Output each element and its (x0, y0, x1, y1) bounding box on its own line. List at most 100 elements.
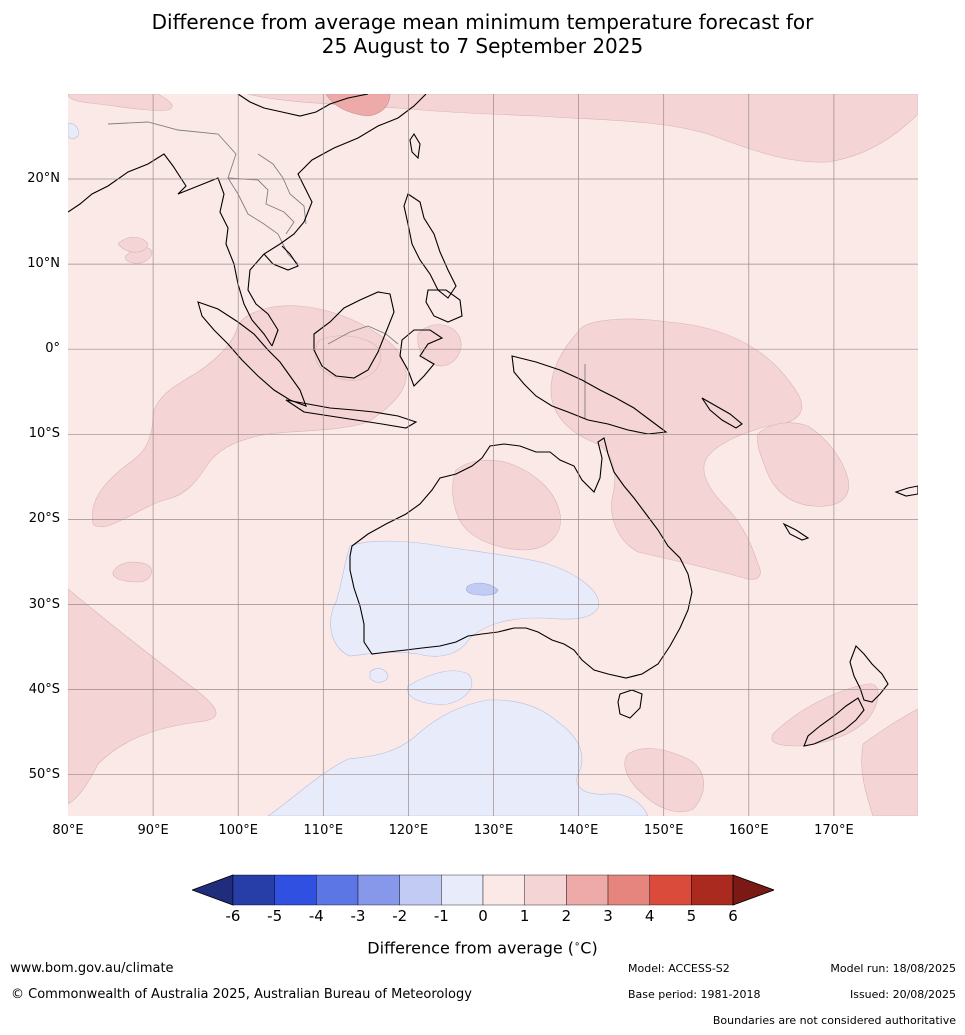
colorbar-segment (441, 874, 484, 906)
map-title-line-2: 25 August to 7 September 2025 (321, 34, 644, 58)
anomaly-region-new-zealand (771, 683, 879, 747)
anomaly-region-china-coast (68, 94, 173, 111)
colorbar-label-unit: C) (580, 938, 598, 958)
border-laos-vietnam (257, 153, 307, 225)
anomaly-region-tasman (624, 748, 704, 813)
anomaly-region-southeast (861, 708, 918, 816)
country-borders (107, 121, 586, 419)
forecast-map (68, 94, 918, 816)
colorbar-segment (316, 874, 359, 906)
latitude-label: 50°S (28, 766, 60, 782)
coastline-gulf-thailand (263, 245, 299, 271)
cool-anomaly-regions (68, 123, 649, 816)
coastline-taiwan (409, 132, 421, 160)
colorbar-label-text: Difference from average ( (367, 938, 575, 958)
colorbar-tick-label: -4 (308, 907, 324, 925)
border-borneo (327, 325, 399, 345)
colorbar-segment (566, 874, 609, 906)
longitude-label: 150°E (643, 823, 684, 838)
longitude-label: 100°E (218, 823, 258, 838)
anomaly-region-coral-sea (757, 422, 849, 507)
coastline-china-north (237, 94, 369, 117)
colorbar-upper-extend-arrow (732, 874, 774, 906)
moderate-cool-anomaly-region (466, 582, 499, 596)
cool-region-southwest-small (407, 670, 473, 705)
coastline-indochina (247, 94, 427, 347)
colorbar-tick-label: 1 (519, 907, 530, 925)
footer-model: Model: ACCESS-S2 (628, 962, 730, 975)
longitude-label: 160°E (729, 823, 769, 838)
colorbar-tick-label: -6 (225, 907, 241, 925)
coastline-new-caledonia (782, 522, 810, 541)
coastline-bay-of-bengal (177, 177, 273, 347)
colorbar-segment (357, 874, 400, 906)
footer-base-period: Base period: 1981-2018 (628, 988, 761, 1001)
anomaly-region-north-australia (452, 459, 561, 551)
anomaly-region-bay-of-bengal (117, 236, 149, 253)
colorbar-tick-label: 6 (728, 907, 738, 925)
colorbar-segment (482, 874, 525, 906)
footer-copyright: © Commonwealth of Australia 2025, Austra… (11, 987, 472, 1002)
coastline-philippines (403, 193, 457, 299)
cool-region-australia (330, 540, 599, 657)
longitude-label: 80°E (52, 823, 84, 838)
latitude-label: 40°S (28, 681, 60, 697)
cool-region-northwest (68, 123, 79, 140)
cool-region-southern-ocean (267, 699, 649, 816)
border-mainland-asia (107, 121, 299, 265)
anomaly-region-indian-ocean-small (112, 561, 152, 583)
coastline-mindanao (425, 289, 463, 323)
coastline-australia (349, 437, 693, 679)
longitude-label: 120°E (388, 823, 429, 838)
colorbar-segment (232, 874, 275, 906)
colorbar-label-degree: ∘ (574, 939, 581, 950)
colorbar-segment (649, 874, 692, 906)
footer-website: www.bom.gov.au/climate (10, 961, 174, 976)
colorbar-label: Difference from average (∘C) (0, 935, 965, 958)
coastline-sumatra (197, 301, 307, 407)
longitude-label: 170°E (814, 823, 854, 838)
colorbar-tick-label: -5 (267, 907, 283, 925)
colorbar-tick-label: 0 (478, 907, 488, 925)
colorbar-tick-label: 5 (686, 907, 697, 925)
coastline-java (285, 399, 418, 429)
coastline-india (68, 153, 187, 213)
anomaly-region-west-pacific (550, 318, 803, 580)
colorbar-lower-extend-arrow (192, 874, 234, 906)
anomaly-region-maritime-2 (417, 324, 462, 367)
colorbar-tick-label: -2 (392, 907, 408, 925)
coastline-solomon-islands (701, 397, 743, 429)
warm-anomaly-regions (68, 94, 918, 816)
colorbar-segment (399, 874, 442, 906)
coastline-fiji (894, 485, 918, 497)
colorbar-tick-label: 4 (644, 907, 655, 925)
map-title-line-1: Difference from average mean minimum tem… (151, 10, 814, 34)
longitude-label: 110°E (303, 823, 344, 838)
footer-issued: Issued: 20/08/2025 (849, 988, 956, 1001)
latitude-label: 10°N (27, 256, 60, 272)
coastline-tasmania (617, 689, 643, 719)
longitude-label: 90°E (137, 823, 169, 838)
footer-disclaimer: Boundaries are not considered authoritat… (712, 1014, 956, 1027)
coastline-new-zealand-north (849, 645, 889, 703)
cool-region-small-islands (369, 668, 389, 683)
colorbar-segment (274, 874, 317, 906)
colorbar-tick-label: -3 (350, 907, 366, 925)
latitude-label: 0° (45, 341, 60, 357)
colorbar-segment (607, 874, 650, 906)
colorbar-segment (524, 874, 567, 906)
map-title: Difference from average mean minimum tem… (0, 10, 965, 58)
latitude-label: 20°S (28, 511, 60, 527)
coastline-sulawesi (399, 329, 444, 387)
colorbar (192, 874, 774, 906)
colorbar-tick-label: -1 (433, 907, 449, 925)
latitude-label: 10°S (28, 426, 60, 442)
colorbar-tick-label: 3 (603, 907, 613, 925)
map-graticule (68, 94, 918, 816)
latitude-label: 30°S (28, 596, 60, 612)
longitude-label: 130°E (473, 823, 514, 838)
longitude-label: 140°E (558, 823, 599, 838)
colorbar-tick-label: 2 (561, 907, 572, 925)
footer-model-run: Model run: 18/08/2025 (830, 962, 956, 975)
coastline-new-zealand-south (803, 697, 865, 747)
